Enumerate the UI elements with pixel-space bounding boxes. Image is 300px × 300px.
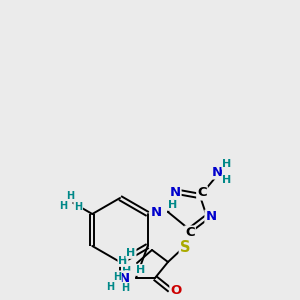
Text: H: H [121,283,129,293]
Text: H: H [126,248,136,258]
Text: H: H [136,265,146,275]
Text: N: N [169,185,181,199]
Text: C: C [185,226,195,239]
Text: H: H [222,159,232,169]
Text: S: S [180,241,190,256]
Text: H: H [168,200,178,210]
Text: C: C [197,187,207,200]
Text: H: H [222,175,232,185]
Text: H: H [74,202,82,212]
Text: N: N [206,211,217,224]
Text: H: H [66,191,74,201]
Text: H: H [59,201,67,211]
Text: H: H [118,256,127,266]
Text: N: N [119,272,130,284]
Text: N: N [151,206,162,218]
Text: H: H [122,266,132,276]
Text: N: N [212,166,223,178]
Text: H: H [106,282,114,292]
Text: O: O [170,284,182,296]
Text: H: H [113,272,121,282]
